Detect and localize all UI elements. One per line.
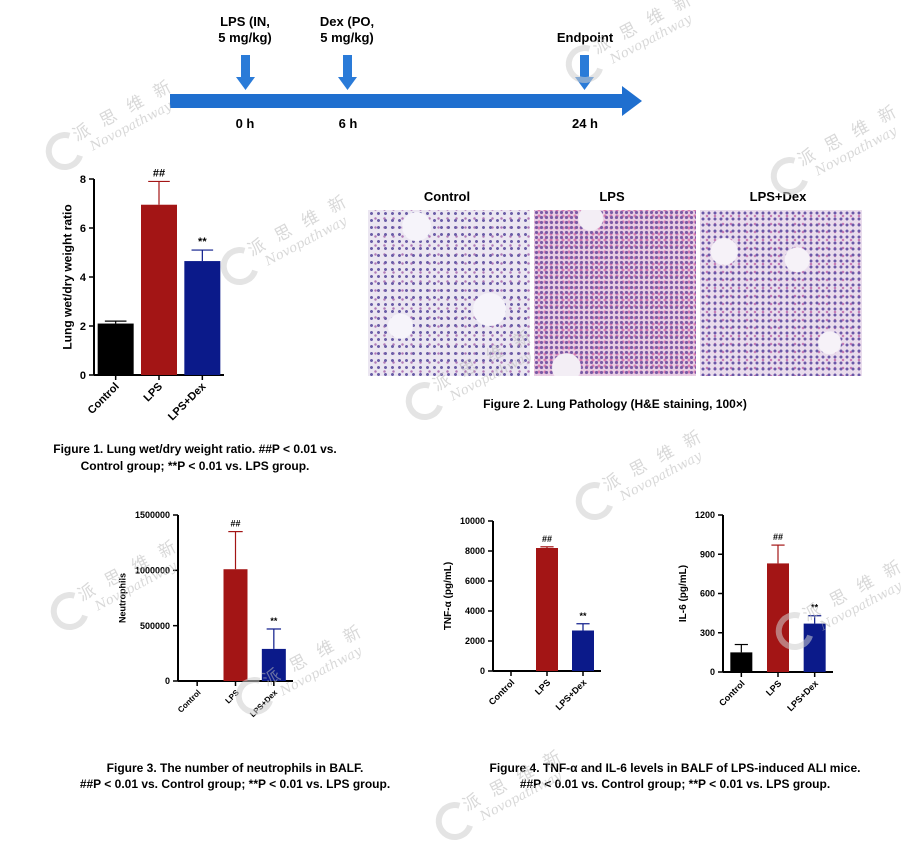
- significance-marker: **: [270, 616, 278, 626]
- y-axis-label: Lung wet/dry weight ratio: [61, 204, 75, 349]
- bar-lps-dex: [572, 630, 594, 671]
- x-tick-label: Control: [717, 678, 747, 708]
- y-tick-label: 6: [80, 223, 86, 235]
- panel-title-lps-dex: LPS+Dex: [749, 189, 807, 204]
- bar-lps-dex: [803, 623, 826, 672]
- y-tick-label: 1500000: [135, 510, 170, 520]
- chart-neutrophils: 0 500000 1000000 1500000 Neutrophils Control #…: [117, 510, 293, 719]
- y-tick-label: 2: [80, 321, 86, 333]
- significance-marker: **: [579, 611, 587, 621]
- figure3-caption-line1: Figure 3. The number of neutrophils in B…: [106, 761, 364, 775]
- x-tick-label: Control: [176, 688, 202, 714]
- x-tick-label: LPS: [141, 381, 165, 405]
- y-tick-label: 8000: [465, 546, 485, 556]
- event-arrow-endpoint: [575, 55, 594, 90]
- y-tick-label: 1000000: [135, 565, 170, 575]
- y-tick-label: 6000: [465, 576, 485, 586]
- y-tick-label: 8: [80, 174, 86, 186]
- y-axis-label: IL-6 (pg/mL): [678, 565, 689, 622]
- event-label-dex: Dex (PO, 5 mg/kg): [319, 14, 375, 45]
- x-tick-label: LPS+Dex: [785, 678, 820, 713]
- bar-lps: [536, 548, 558, 671]
- bar-lps: [141, 204, 177, 375]
- time-label-6h: 6 h: [338, 116, 358, 131]
- timeline-arrow: [170, 86, 642, 116]
- figure1-caption-line1: Figure 1. Lung wet/dry weight ratio. ##P…: [53, 442, 337, 456]
- significance-marker: **: [811, 603, 819, 613]
- watermark-logo: 派 思 维 新 Novopathway: [429, 741, 575, 847]
- y-tick-label: 4000: [465, 606, 485, 616]
- y-tick-label: 1200: [695, 510, 715, 520]
- panel-title-lps: LPS: [599, 189, 625, 204]
- figure2-caption: Figure 2. Lung Pathology (H&E staining, …: [483, 397, 747, 411]
- significance-marker: ##: [230, 519, 240, 529]
- y-tick-label: 600: [700, 589, 715, 599]
- bar-lps: [767, 563, 789, 672]
- chart-lung-ratio: 0 2 4 6 8 Lung wet/dry weight ratio Control ## L…: [61, 167, 224, 423]
- significance-marker: **: [198, 236, 207, 248]
- y-tick-label: 0: [480, 666, 485, 676]
- timeline: [170, 55, 642, 116]
- x-tick-label: LPS+Dex: [554, 677, 589, 712]
- watermark-logo: 派 思 维 新 Novopathway: [569, 421, 715, 527]
- y-tick-label: 300: [700, 628, 715, 638]
- y-tick-label: 0: [80, 370, 86, 382]
- y-axis-label: TNF-α (pg/mL): [443, 562, 454, 630]
- x-tick-label: Control: [487, 677, 517, 707]
- bar-control: [97, 323, 134, 375]
- bar-control: [730, 652, 753, 672]
- y-tick-label: 2000: [465, 636, 485, 646]
- histology-control-image: [368, 210, 530, 376]
- significance-marker: ##: [773, 532, 783, 542]
- x-tick-label: LPS: [764, 678, 783, 697]
- time-label-24h: 24 h: [571, 116, 598, 131]
- time-label-0h: 0 h: [235, 116, 255, 131]
- figure3-caption-line2: ##P < 0.01 vs. Control group; **P < 0.01…: [79, 777, 391, 791]
- figure4-caption-line2: ##P < 0.01 vs. Control group; **P < 0.01…: [519, 777, 831, 791]
- bar-lps-dex: [261, 648, 286, 681]
- event-arrow-dex: [338, 55, 357, 90]
- event-label-lps: LPS (IN, 5 mg/kg): [218, 14, 272, 45]
- panel-title-control: Control: [423, 189, 471, 204]
- figure4-caption-line1: Figure 4. TNF-α and IL-6 levels in BALF …: [489, 761, 861, 775]
- x-tick-label: LPS+Dex: [166, 380, 209, 423]
- chart-tnf-alpha: 0 2000 4000 6000 8000 10000 TNF-α (pg/mL) Contr…: [443, 516, 601, 712]
- y-tick-label: 4: [80, 272, 87, 284]
- significance-marker: ##: [542, 534, 552, 544]
- chart-il6: 0 300 600 900 1200 IL-6 (pg/mL) Control ## LPS **…: [678, 510, 833, 713]
- bar-lps: [223, 569, 248, 681]
- y-tick-label: 10000: [460, 516, 485, 526]
- y-tick-label: 900: [700, 549, 715, 559]
- y-tick-label: 500000: [140, 621, 170, 631]
- histology-lps-image: [534, 210, 696, 376]
- x-tick-label: LPS: [533, 677, 552, 696]
- bar-lps-dex: [184, 261, 221, 375]
- y-tick-label: 0: [165, 676, 170, 686]
- y-tick-label: 0: [710, 667, 715, 677]
- significance-marker: ##: [153, 167, 165, 179]
- histology-lps-dex-image: [700, 210, 862, 376]
- y-axis-label: Neutrophils: [117, 573, 127, 623]
- event-arrow-lps: [236, 55, 255, 90]
- x-tick-label: Control: [86, 381, 122, 417]
- figure1-caption-line2: Control group; **P < 0.01 vs. LPS group.: [80, 459, 310, 473]
- event-label-endpoint: Endpoint: [556, 30, 614, 45]
